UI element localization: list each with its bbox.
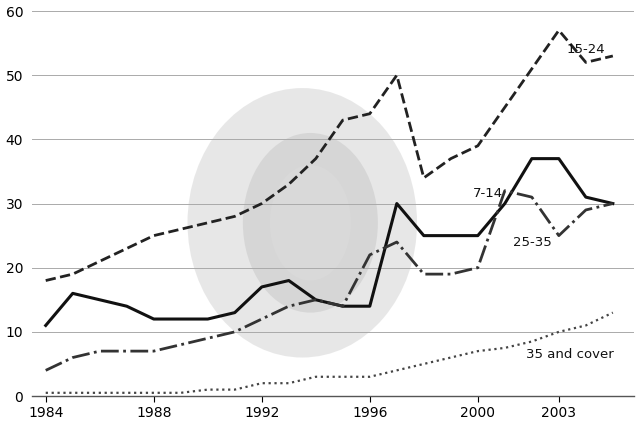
Text: 35 and cover: 35 and cover bbox=[527, 348, 614, 361]
Ellipse shape bbox=[243, 133, 378, 313]
Text: 25-35: 25-35 bbox=[513, 236, 552, 248]
Text: 15-24: 15-24 bbox=[567, 43, 605, 56]
Ellipse shape bbox=[188, 88, 417, 357]
Text: 7-14: 7-14 bbox=[472, 187, 502, 200]
Ellipse shape bbox=[270, 165, 351, 281]
